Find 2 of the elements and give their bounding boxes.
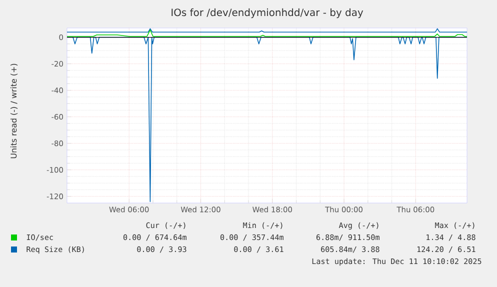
chart-title: IOs for /dev/endymionhdd/var - by day <box>172 8 364 18</box>
line-series <box>67 30 468 37</box>
